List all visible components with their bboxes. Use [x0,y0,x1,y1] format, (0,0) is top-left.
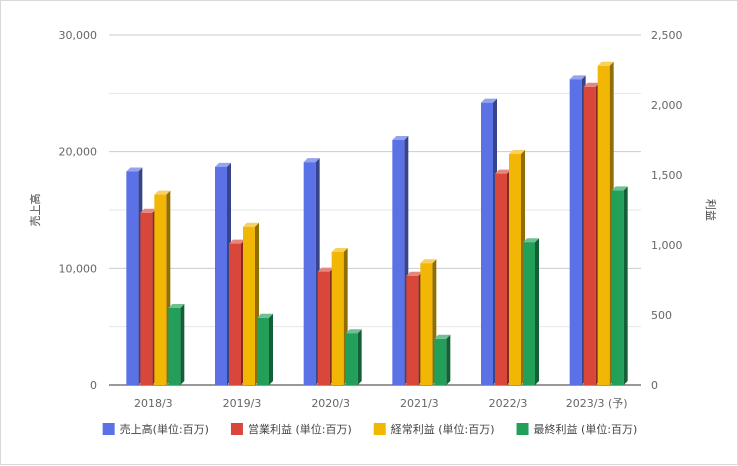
bar [583,82,600,386]
bar [523,238,539,385]
bar [420,259,437,385]
bars [126,61,628,386]
left-axis-ticks: 0 10,000 20,000 30,000 [59,29,98,392]
right-tick-label: 500 [651,309,672,322]
right-axis-ticks: 0 500 1,000 1,500 2,000 2,500 [651,29,683,392]
category-labels: 2018/3 2019/3 2020/3 2021/3 2022/3 2023/3 (予) [134,397,628,410]
bar [434,334,451,385]
bar [126,167,143,385]
right-tick-label: 1,500 [651,169,683,182]
left-tick-label: 10,000 [59,262,98,275]
bar [597,61,614,386]
left-axis-title: 売上高 [28,194,42,227]
bar [611,186,628,385]
bar [392,136,409,385]
right-axis-title: 利益 [704,199,718,221]
bar [317,267,334,385]
bar [406,271,423,385]
category-label: 2023/3 (予) [566,397,628,410]
legend-swatch [516,423,529,435]
bar [168,304,185,385]
legend-label: 経常利益 (単位:百万) [391,422,495,436]
bar [509,150,525,385]
bar [215,162,231,385]
bar [243,222,259,385]
category-label: 2020/3 [311,397,350,410]
right-tick-label: 1,000 [651,239,683,252]
bar [257,313,273,385]
category-label: 2022/3 [489,397,528,410]
legend-item: 最終利益 (単位:百万) [516,422,638,436]
bar [154,190,171,385]
left-tick-label: 20,000 [59,146,98,159]
right-tick-label: 2,500 [651,29,683,42]
left-tick-label: 0 [90,379,97,392]
category-label: 2019/3 [223,397,262,410]
bar [331,248,348,385]
legend-label: 最終利益 (単位:百万) [534,422,638,436]
legend-item: 営業利益 (単位:百万) [230,422,352,436]
bar [495,169,511,385]
right-tick-label: 0 [651,379,658,392]
bar [303,158,320,385]
category-label: 2018/3 [134,397,173,410]
category-label: 2021/3 [400,397,439,410]
bar [140,208,157,385]
left-tick-label: 30,000 [59,29,98,42]
bar [345,329,362,385]
legend-swatch [230,423,243,435]
right-tick-label: 2,000 [651,99,683,112]
bar [229,239,245,385]
legend-item: 経常利益 (単位:百万) [373,422,495,436]
legend-swatch [102,423,115,435]
legend-item: 売上高(単位:百万) [102,422,209,436]
grid-lines [109,34,641,386]
legend-label: 売上高(単位:百万) [120,422,209,436]
legend: 売上高(単位:百万) 営業利益 (単位:百万) 経常利益 (単位:百万) 最終利益 (… [102,422,638,436]
bar [569,75,586,385]
legend-swatch [373,423,386,435]
legend-label: 営業利益 (単位:百万) [248,422,352,436]
bar [481,98,497,386]
